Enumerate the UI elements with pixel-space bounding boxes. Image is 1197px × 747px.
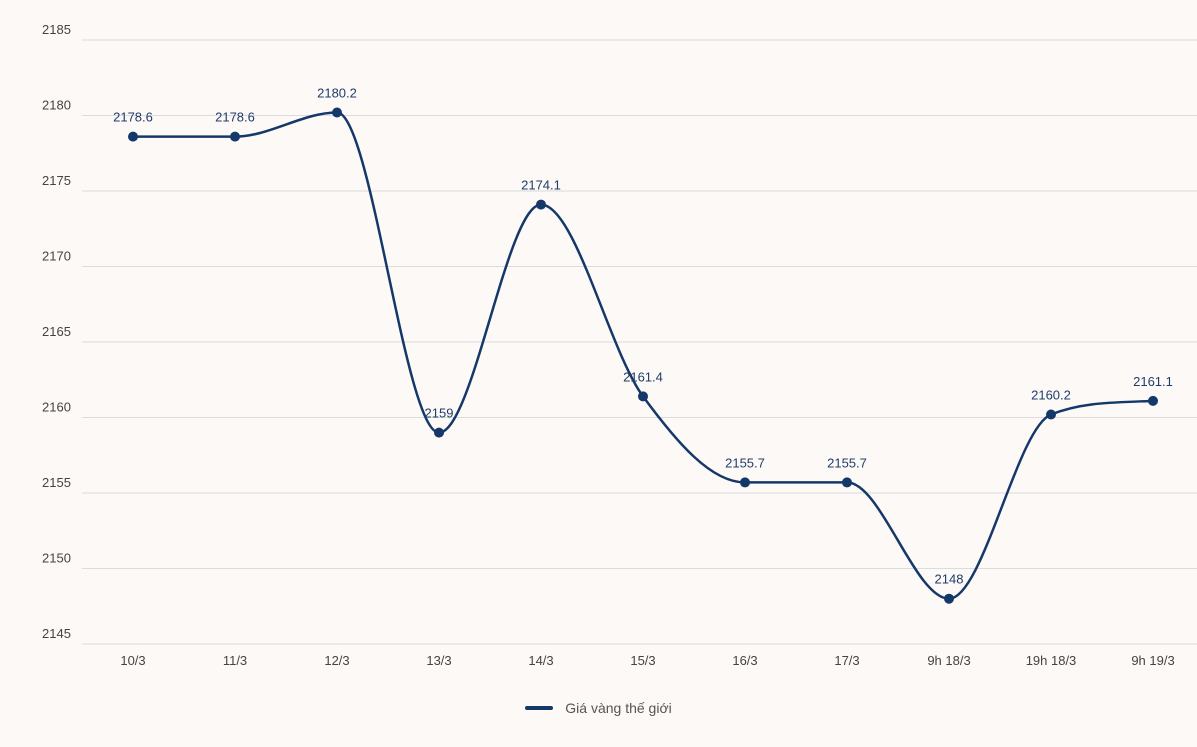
data-point[interactable] — [536, 199, 546, 210]
data-point[interactable] — [128, 131, 138, 142]
data-labels: 2178.6 2178.6 2180.2 2159 2174.1 2161.4 2155.7… — [113, 85, 1173, 586]
x-tick-label: 15/3 — [630, 653, 655, 668]
x-tick-label: 9h 19/3 — [1131, 653, 1174, 668]
data-point[interactable] — [332, 107, 342, 118]
grid-lines — [82, 39, 1197, 645]
legend-swatch — [525, 706, 554, 710]
data-label: 2155.7 — [827, 455, 867, 470]
data-point[interactable] — [740, 477, 750, 488]
series-line-layer — [132, 111, 1154, 600]
data-point[interactable] — [944, 593, 954, 604]
y-tick-label: 2180 — [42, 98, 71, 113]
x-axis-ticks: 10/3 11/3 12/3 13/3 14/3 15/3 16/3 17/3 9h 18/3 1… — [120, 653, 1174, 668]
data-label: 2160.2 — [1031, 387, 1071, 402]
y-tick-label: 2185 — [42, 22, 71, 37]
data-label: 2178.6 — [215, 110, 255, 125]
x-tick-label: 12/3 — [324, 653, 349, 668]
x-tick-label: 9h 18/3 — [927, 653, 970, 668]
data-label: 2174.1 — [521, 178, 561, 193]
legend[interactable]: Giá vàng thế giới — [0, 700, 1197, 716]
data-label: 2161.1 — [1133, 374, 1173, 389]
x-tick-label: 16/3 — [732, 653, 757, 668]
data-label: 2148 — [935, 572, 964, 587]
x-tick-label: 10/3 — [120, 653, 145, 668]
data-point[interactable] — [230, 131, 240, 142]
data-label: 2161.4 — [623, 369, 663, 384]
x-tick-label: 14/3 — [528, 653, 553, 668]
data-point[interactable] — [638, 391, 648, 402]
data-point[interactable] — [1148, 395, 1158, 406]
data-label: 2178.6 — [113, 110, 153, 125]
x-tick-label: 19h 18/3 — [1026, 653, 1077, 668]
y-tick-label: 2165 — [42, 324, 71, 339]
y-tick-label: 2170 — [42, 249, 71, 264]
data-label: 2159 — [425, 406, 454, 421]
data-point[interactable] — [1046, 409, 1056, 420]
series-line — [132, 111, 1154, 600]
y-tick-label: 2160 — [42, 400, 71, 415]
y-axis-ticks: 2145 2150 2155 2160 2165 2170 2175 2180 2185 — [42, 22, 71, 641]
x-tick-label: 11/3 — [223, 653, 247, 668]
y-tick-label: 2150 — [42, 551, 71, 566]
line-chart: 2145 2150 2155 2160 2165 2170 2175 2180 2185 10/… — [42, 22, 1197, 668]
y-tick-label: 2155 — [42, 475, 71, 490]
y-tick-label: 2145 — [42, 626, 71, 641]
data-points — [128, 107, 1158, 604]
legend-label: Giá vàng thế giới — [565, 700, 672, 716]
data-label: 2180.2 — [317, 85, 357, 100]
data-point[interactable] — [842, 477, 852, 488]
y-tick-label: 2175 — [42, 173, 71, 188]
data-point[interactable] — [434, 427, 444, 438]
x-tick-label: 17/3 — [834, 653, 859, 668]
data-label: 2155.7 — [725, 455, 765, 470]
x-tick-label: 13/3 — [426, 653, 451, 668]
